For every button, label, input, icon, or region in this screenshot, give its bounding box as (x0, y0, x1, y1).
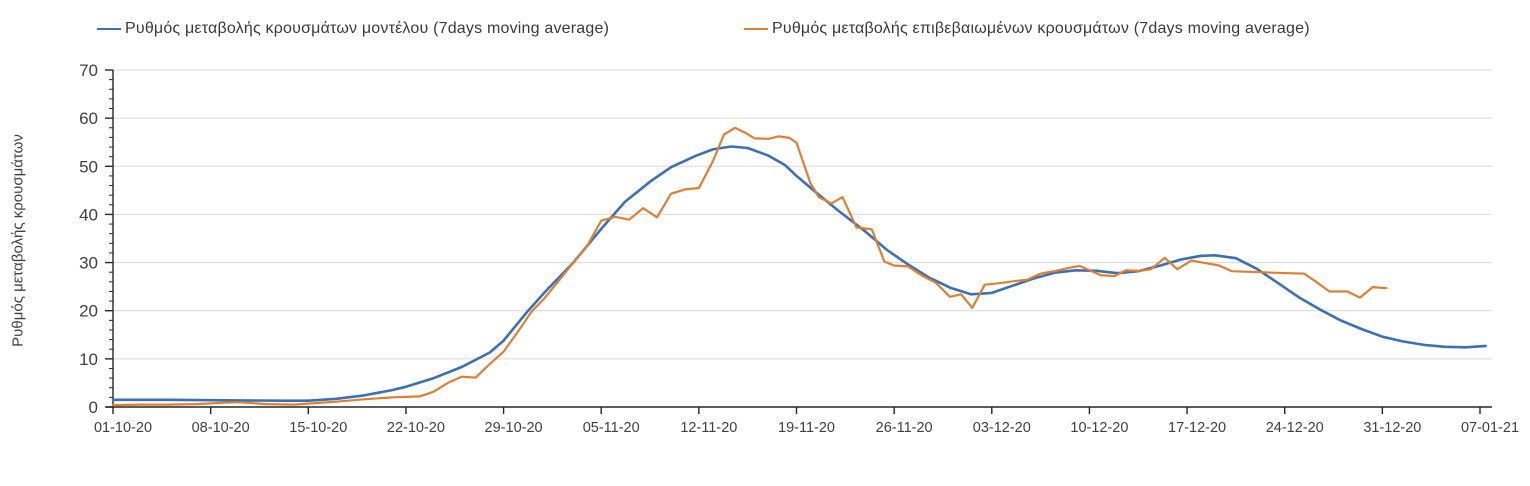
x-tick-label-08-10-20: 08-10-20 (192, 420, 250, 436)
legend-label-model: Ρυθμός μεταβολής κρουσμάτων μοντέλου (7d… (125, 20, 610, 37)
legend-line-swatch-orange (744, 28, 768, 30)
y-tick-label-30: 30 (79, 254, 98, 273)
x-tick-label-03-12-20: 03-12-20 (973, 420, 1031, 436)
x-tick-label-05-11-20: 05-11-20 (583, 420, 640, 436)
x-tick-label-17-12-20: 17-12-20 (1168, 420, 1226, 436)
x-tick-label-22-10-20: 22-10-20 (387, 420, 445, 436)
x-tick-label-19-11-20: 19-11-20 (778, 420, 835, 436)
y-tick-label-40: 40 (79, 205, 98, 224)
x-tick-label-07-01-21: 07-01-21 (1461, 420, 1519, 436)
x-tick-label-10-12-20: 10-12-20 (1070, 420, 1128, 436)
y-tick-label-10: 10 (79, 350, 98, 369)
x-tick-label-15-10-20: 15-10-20 (289, 420, 347, 436)
series-line-confirmed[interactable] (111, 126, 1388, 407)
legend-label-confirmed: Ρυθμός μεταβολής επιβεβαιωμένων κρουσμάτ… (772, 20, 1310, 37)
legend-line-swatch-blue (97, 28, 121, 30)
legend-item-model[interactable]: Ρυθμός μεταβολής κρουσμάτων μοντέλου (7d… (97, 20, 609, 38)
y-tick-label-60: 60 (79, 109, 98, 128)
x-tick-label-12-11-20: 12-11-20 (680, 420, 737, 436)
y-axis-title: Ρυθμός μεταβολής κρουσμάτων (9, 134, 27, 347)
y-tick-label-70: 70 (79, 61, 98, 80)
y-tick-label-20: 20 (79, 302, 98, 321)
x-tick-label-26-11-20: 26-11-20 (876, 420, 933, 436)
y-tick-label-50: 50 (79, 157, 98, 176)
x-tick-label-29-10-20: 29-10-20 (485, 420, 543, 436)
y-tick-label-0: 0 (89, 398, 98, 417)
x-tick-label-01-10-20: 01-10-20 (94, 420, 152, 436)
x-tick-label-24-12-20: 24-12-20 (1266, 420, 1324, 436)
x-tick-label-31-12-20: 31-12-20 (1363, 420, 1421, 436)
legend-item-confirmed[interactable]: Ρυθμός μεταβολής επιβεβαιωμένων κρουσμάτ… (744, 20, 1310, 38)
